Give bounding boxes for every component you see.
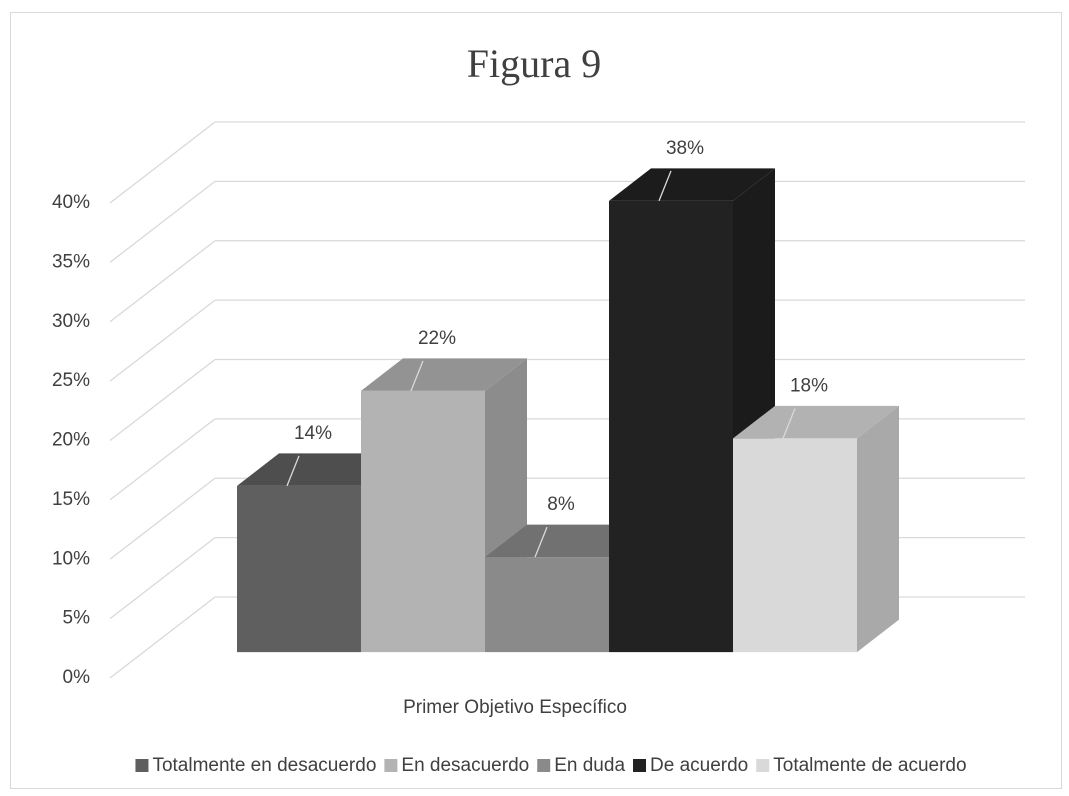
legend: Totalmente en desacuerdo En desacuerdo En … [135, 755, 967, 776]
bar-front [237, 485, 361, 653]
bar-side [857, 405, 899, 653]
y-tick-label: 25% [52, 370, 90, 391]
y-tick-label: 15% [52, 489, 90, 510]
grid-line [109, 240, 216, 323]
legend-swatch [633, 759, 647, 772]
grid-line [109, 299, 216, 382]
legend-label: En duda [554, 755, 625, 776]
leader-line [782, 408, 796, 439]
y-tick-label: 5% [63, 608, 91, 629]
chart-border [10, 12, 1062, 789]
legend-label: Totalmente en desacuerdo [152, 755, 376, 776]
leader-line [534, 526, 548, 558]
grid-line [109, 537, 216, 620]
y-tick-label: 10% [52, 548, 90, 569]
bar-top [733, 405, 899, 439]
bar [733, 405, 899, 653]
legend-swatch [537, 759, 551, 772]
legend-label: En desacuerdo [401, 755, 529, 776]
y-tick-label: 0% [63, 667, 91, 688]
y-tick-label: 30% [52, 311, 90, 332]
grid-line [109, 121, 216, 204]
grid-line [109, 596, 216, 679]
x-tick-label: Primer Objetivo Específico [403, 697, 627, 718]
bar-front [609, 200, 733, 653]
y-tick-label: 20% [52, 430, 90, 451]
legend-swatch [756, 759, 770, 772]
y-tick-label: 35% [52, 251, 90, 272]
bar-top [361, 358, 527, 391]
y-tick-label: 40% [52, 192, 90, 213]
leader-line [286, 455, 300, 487]
legend-label: Totalmente de acuerdo [773, 755, 966, 776]
grid-line [109, 418, 216, 501]
grid-line [109, 477, 216, 560]
leader-line [410, 360, 424, 392]
leader-line [658, 170, 672, 202]
bar-front [485, 557, 609, 653]
data-label: 38% [666, 138, 704, 159]
data-label: 22% [418, 328, 456, 349]
data-label: 18% [790, 375, 828, 396]
data-label: 14% [294, 423, 332, 444]
bar-front [733, 438, 857, 653]
legend-label: De acuerdo [650, 755, 748, 776]
data-label: 8% [547, 494, 575, 515]
bar-front [361, 390, 485, 653]
legend-swatch [135, 759, 149, 772]
bar-top [609, 168, 775, 201]
legend-swatch [384, 759, 398, 772]
chart-title: Figura 9 [467, 41, 601, 86]
grid-line [109, 180, 216, 263]
grid-line [109, 358, 216, 442]
